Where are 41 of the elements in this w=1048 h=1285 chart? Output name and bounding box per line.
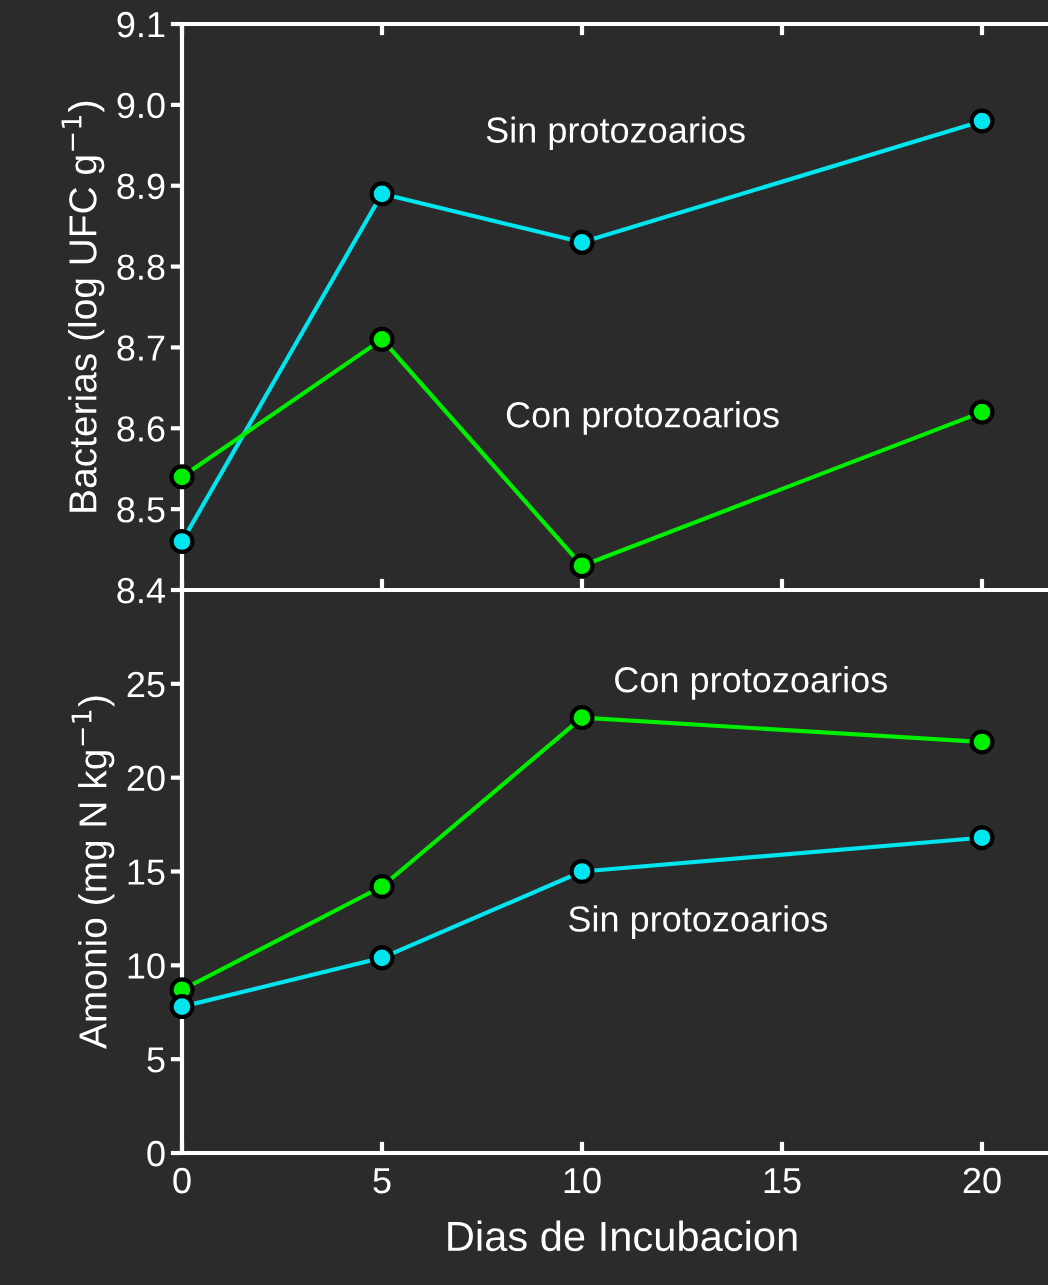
point bbox=[969, 108, 995, 134]
point bbox=[969, 729, 995, 755]
y-tick-label: 5 bbox=[147, 1047, 165, 1073]
y-tick-label: 8.6 bbox=[117, 416, 165, 442]
point bbox=[169, 994, 195, 1020]
series-label: Con protozoarios bbox=[506, 401, 779, 435]
x-tick-label: 0 bbox=[173, 1167, 191, 1194]
y-axis-title: Bacterias (log UFC g$^{−1}$) bbox=[61, 101, 105, 512]
point bbox=[369, 326, 395, 352]
y-tick-label: 8.7 bbox=[117, 335, 165, 361]
y-tick-label: 10 bbox=[128, 953, 165, 979]
y-tick-label: 8.9 bbox=[117, 173, 165, 200]
x-axis-title: Dias de Incubacion bbox=[448, 1220, 797, 1252]
y-tick-label: 8.5 bbox=[117, 497, 165, 523]
point bbox=[369, 181, 395, 207]
point bbox=[569, 229, 595, 255]
series-label: Sin protozoarios bbox=[569, 905, 828, 939]
y-axis-title: Amonio (mg N kg$^{−1}$) bbox=[71, 696, 115, 1049]
point bbox=[569, 858, 595, 885]
series-label: Con protozoarios bbox=[615, 666, 887, 700]
y-tick-label: 15 bbox=[128, 859, 165, 885]
x-tick-label: 20 bbox=[963, 1167, 1001, 1194]
x-tick-label: 15 bbox=[764, 1168, 801, 1194]
x-tick-label: 5 bbox=[373, 1168, 391, 1194]
x-tick-label: 10 bbox=[564, 1167, 601, 1194]
point bbox=[969, 399, 995, 425]
series-label: Sin protozoarios bbox=[486, 116, 745, 151]
y-tick-label: 20 bbox=[127, 765, 165, 792]
point bbox=[569, 553, 595, 579]
point bbox=[569, 705, 595, 731]
point bbox=[169, 464, 195, 490]
y-tick-label: 0 bbox=[147, 1140, 165, 1167]
point bbox=[169, 528, 195, 554]
y-tick-label: 9.1 bbox=[117, 11, 165, 38]
y-tick-label: 8.8 bbox=[117, 254, 165, 281]
y-tick-label: 8.4 bbox=[117, 577, 165, 604]
y-tick-label: 25 bbox=[127, 671, 165, 698]
y-tick-label: 9.0 bbox=[117, 92, 165, 119]
point bbox=[369, 874, 395, 900]
point bbox=[369, 945, 395, 971]
point bbox=[969, 825, 995, 851]
